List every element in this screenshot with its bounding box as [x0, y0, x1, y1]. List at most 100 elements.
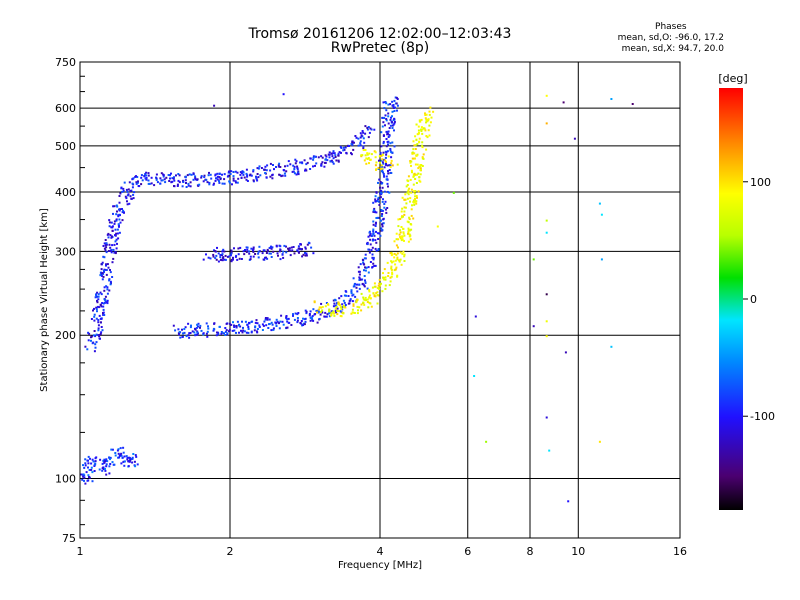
- data-point: [112, 212, 114, 215]
- data-point: [101, 278, 104, 281]
- data-point: [113, 463, 116, 466]
- data-point: [410, 188, 413, 191]
- data-point: [376, 291, 379, 294]
- data-point: [368, 251, 371, 254]
- data-point: [205, 253, 207, 256]
- data-point: [357, 144, 360, 147]
- data-point: [101, 329, 104, 332]
- data-point-isolated: [545, 320, 548, 323]
- data-point: [385, 211, 388, 214]
- data-point: [339, 306, 342, 309]
- data-point: [87, 466, 89, 469]
- data-point: [384, 208, 387, 211]
- data-point: [242, 171, 245, 174]
- data-point: [381, 229, 384, 232]
- data-point: [147, 179, 150, 182]
- data-point: [105, 246, 108, 249]
- data-point: [293, 252, 296, 255]
- data-point: [304, 317, 307, 320]
- data-point: [350, 290, 353, 293]
- stats-o-mode: mean, sd,O: -96.0, 17.2: [617, 33, 724, 43]
- data-point: [103, 458, 106, 461]
- data-point: [247, 250, 250, 253]
- data-point: [432, 110, 435, 113]
- data-point: [345, 152, 348, 155]
- data-point: [87, 455, 90, 458]
- data-point: [228, 180, 231, 183]
- data-point: [252, 249, 254, 252]
- data-point: [237, 247, 240, 250]
- data-point: [352, 311, 355, 314]
- data-point: [245, 172, 248, 175]
- data-point: [411, 151, 414, 154]
- data-point: [111, 225, 114, 228]
- data-point: [223, 173, 226, 176]
- data-point: [288, 247, 291, 250]
- data-point: [103, 242, 106, 245]
- data-point: [358, 276, 361, 279]
- data-point: [304, 169, 306, 172]
- data-point: [182, 332, 184, 335]
- data-point: [247, 328, 250, 330]
- data-point: [407, 232, 409, 235]
- data-point: [305, 254, 308, 257]
- data-point: [312, 308, 315, 311]
- data-point: [95, 308, 98, 311]
- data-point: [114, 228, 117, 231]
- data-point: [375, 221, 377, 224]
- data-point: [382, 272, 384, 275]
- data-point: [417, 129, 420, 132]
- data-point: [358, 277, 361, 280]
- data-point: [372, 210, 375, 213]
- data-point: [350, 143, 353, 145]
- data-point: [357, 137, 360, 140]
- data-point: [314, 164, 316, 167]
- data-point: [385, 109, 388, 112]
- data-point: [359, 142, 362, 145]
- data-point: [384, 276, 387, 279]
- data-point: [230, 252, 233, 255]
- data-point-isolated: [452, 191, 455, 194]
- data-point: [391, 127, 394, 129]
- data-point: [189, 332, 192, 334]
- data-point: [112, 205, 115, 208]
- data-point: [324, 154, 327, 157]
- data-point: [279, 249, 282, 251]
- data-point: [408, 235, 411, 238]
- data-point: [406, 197, 409, 200]
- data-point: [354, 135, 357, 137]
- data-point: [99, 337, 101, 340]
- x-tick-label: 1: [77, 545, 84, 558]
- data-point: [368, 296, 371, 299]
- data-point: [205, 332, 208, 335]
- data-point: [365, 162, 368, 165]
- data-point: [90, 318, 93, 320]
- data-point: [228, 255, 231, 258]
- data-point: [382, 277, 385, 279]
- x-tick-label: 16: [673, 545, 687, 558]
- data-point: [122, 460, 125, 463]
- data-point-isolated: [598, 440, 601, 443]
- data-point: [396, 252, 399, 255]
- data-point: [383, 206, 386, 209]
- data-point: [332, 305, 335, 308]
- data-point: [333, 312, 335, 315]
- data-point: [83, 476, 86, 479]
- data-point: [281, 253, 284, 256]
- data-point: [202, 180, 205, 183]
- data-point: [95, 333, 98, 336]
- data-point: [416, 153, 419, 156]
- data-point: [250, 174, 253, 177]
- data-point: [330, 314, 333, 317]
- data-point: [250, 320, 253, 323]
- data-point: [384, 124, 386, 127]
- data-point: [119, 447, 122, 450]
- data-point: [263, 320, 266, 323]
- data-point: [107, 266, 110, 269]
- data-point: [381, 200, 384, 203]
- data-point: [396, 256, 399, 259]
- data-point: [104, 249, 107, 252]
- data-point: [232, 177, 235, 180]
- data-point: [364, 132, 367, 135]
